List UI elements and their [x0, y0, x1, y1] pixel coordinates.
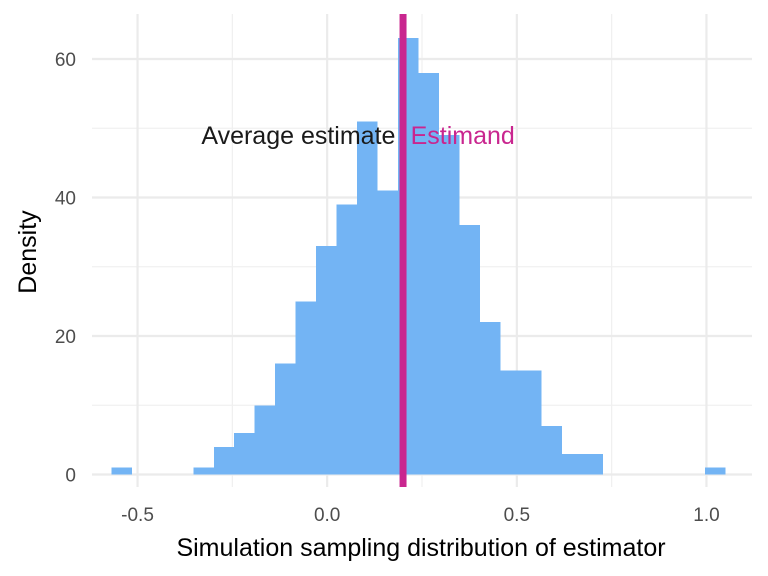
histogram-bar: [377, 190, 399, 475]
y-tick-label: 60: [55, 50, 76, 71]
x-tick-label: 1.0: [693, 505, 719, 526]
histogram-bars: [111, 38, 726, 475]
x-tick-label: -0.5: [121, 505, 154, 526]
histogram-bar: [357, 121, 378, 475]
y-axis-ticks: 0 20 40 60: [55, 50, 76, 487]
histogram-bar: [561, 453, 583, 475]
histogram-bar: [275, 363, 296, 475]
annotations: Average estimate Estimand: [201, 122, 514, 150]
histogram-bar: [193, 467, 214, 475]
histogram-bar: [459, 225, 481, 475]
x-axis-ticks: -0.5 0.0 0.5 1.0: [121, 505, 720, 526]
histogram-bar: [234, 432, 255, 475]
histogram-bar: [582, 453, 603, 475]
histogram-bar: [295, 301, 317, 475]
histogram-bar: [111, 467, 133, 475]
y-tick-label: 0: [65, 466, 76, 487]
x-tick-label: 0.0: [314, 505, 340, 526]
histogram-bar: [336, 204, 358, 475]
histogram-bar: [439, 135, 460, 475]
average-estimate-label: Average estimate: [201, 122, 395, 150]
x-tick-label: 0.5: [504, 505, 530, 526]
histogram-bar: [541, 426, 562, 475]
x-axis-title: Simulation sampling distribution of esti…: [176, 534, 665, 562]
y-tick-label: 40: [55, 189, 76, 210]
histogram-bar: [254, 405, 276, 475]
histogram-bar: [521, 370, 542, 475]
y-tick-label: 20: [55, 327, 76, 348]
y-axis-title: Density: [14, 210, 42, 294]
histogram-bar: [500, 370, 521, 475]
histogram-bar: [704, 467, 726, 475]
histogram-bar: [418, 72, 440, 475]
histogram-bar: [316, 245, 337, 475]
estimand-label: Estimand: [411, 122, 515, 150]
histogram-bar: [480, 322, 501, 475]
histogram-bar: [213, 446, 235, 475]
